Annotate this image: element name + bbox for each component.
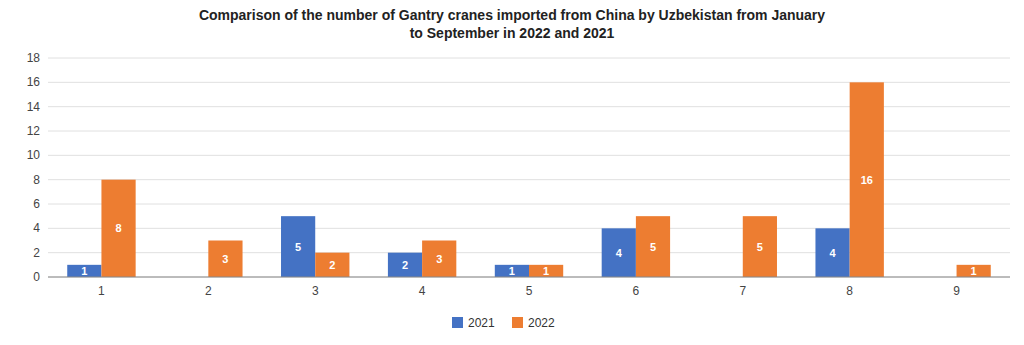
data-label: 1 <box>81 265 87 277</box>
grid <box>48 58 1010 277</box>
x-tick-label: 7 <box>739 284 746 298</box>
data-label: 5 <box>295 241 301 253</box>
data-label: 1 <box>543 265 549 277</box>
data-label: 1 <box>509 265 515 277</box>
x-axis-line <box>48 277 1010 278</box>
bar <box>602 228 636 277</box>
data-label: 4 <box>616 247 623 259</box>
data-label: 3 <box>222 253 228 265</box>
y-tick-label: 0 <box>33 270 40 284</box>
x-tick-label: 1 <box>98 284 105 298</box>
data-label: 4 <box>830 247 837 259</box>
data-label: 16 <box>861 174 873 186</box>
bar <box>315 253 349 277</box>
y-tick-label: 4 <box>33 221 40 235</box>
bars <box>67 82 991 277</box>
bar <box>850 82 884 277</box>
y-tick-label: 18 <box>27 51 41 65</box>
bar <box>208 241 242 278</box>
x-tick-label: 5 <box>526 284 533 298</box>
data-label: 3 <box>436 253 442 265</box>
x-tick-label: 8 <box>846 284 853 298</box>
y-tick-label: 16 <box>27 75 41 89</box>
legend-label: 2021 <box>468 316 495 330</box>
x-tick-label: 6 <box>633 284 640 298</box>
data-label: 2 <box>329 259 335 271</box>
bar <box>529 265 563 277</box>
y-tick-label: 6 <box>33 197 40 211</box>
grid-line <box>48 277 1010 278</box>
chart: Comparison of the number of Gantry crane… <box>0 0 1024 345</box>
bar <box>636 216 670 277</box>
bar <box>743 216 777 277</box>
bar <box>495 265 529 277</box>
bar <box>67 265 101 277</box>
chart-container: Comparison of the number of Gantry crane… <box>0 0 1024 345</box>
y-tick-label: 10 <box>27 148 41 162</box>
bar <box>101 180 135 277</box>
bar <box>281 216 315 277</box>
legend-label: 2022 <box>528 316 555 330</box>
data-label: 1 <box>971 265 977 277</box>
data-label: 5 <box>650 241 656 253</box>
y-tick-label: 2 <box>33 246 40 260</box>
legend-swatch <box>452 317 463 328</box>
data-label: 5 <box>757 241 763 253</box>
x-tick-label: 9 <box>953 284 960 298</box>
legend-swatch <box>512 317 523 328</box>
y-tick-label: 8 <box>33 173 40 187</box>
bar <box>388 253 422 277</box>
title: Comparison of the number of Gantry crane… <box>199 7 825 41</box>
x-tick-label: 3 <box>312 284 319 298</box>
grid-line <box>48 58 1010 59</box>
data-label: 8 <box>115 222 121 234</box>
bar <box>957 265 991 277</box>
x-tick-label: 2 <box>205 284 212 298</box>
y-tick-label: 14 <box>27 100 41 114</box>
bar <box>815 228 849 277</box>
legend: 2021 2022 <box>452 316 555 330</box>
y-tick-label: 12 <box>27 124 41 138</box>
x-tick-label: 4 <box>419 284 426 298</box>
bar <box>422 241 456 278</box>
data-label: 2 <box>402 259 408 271</box>
